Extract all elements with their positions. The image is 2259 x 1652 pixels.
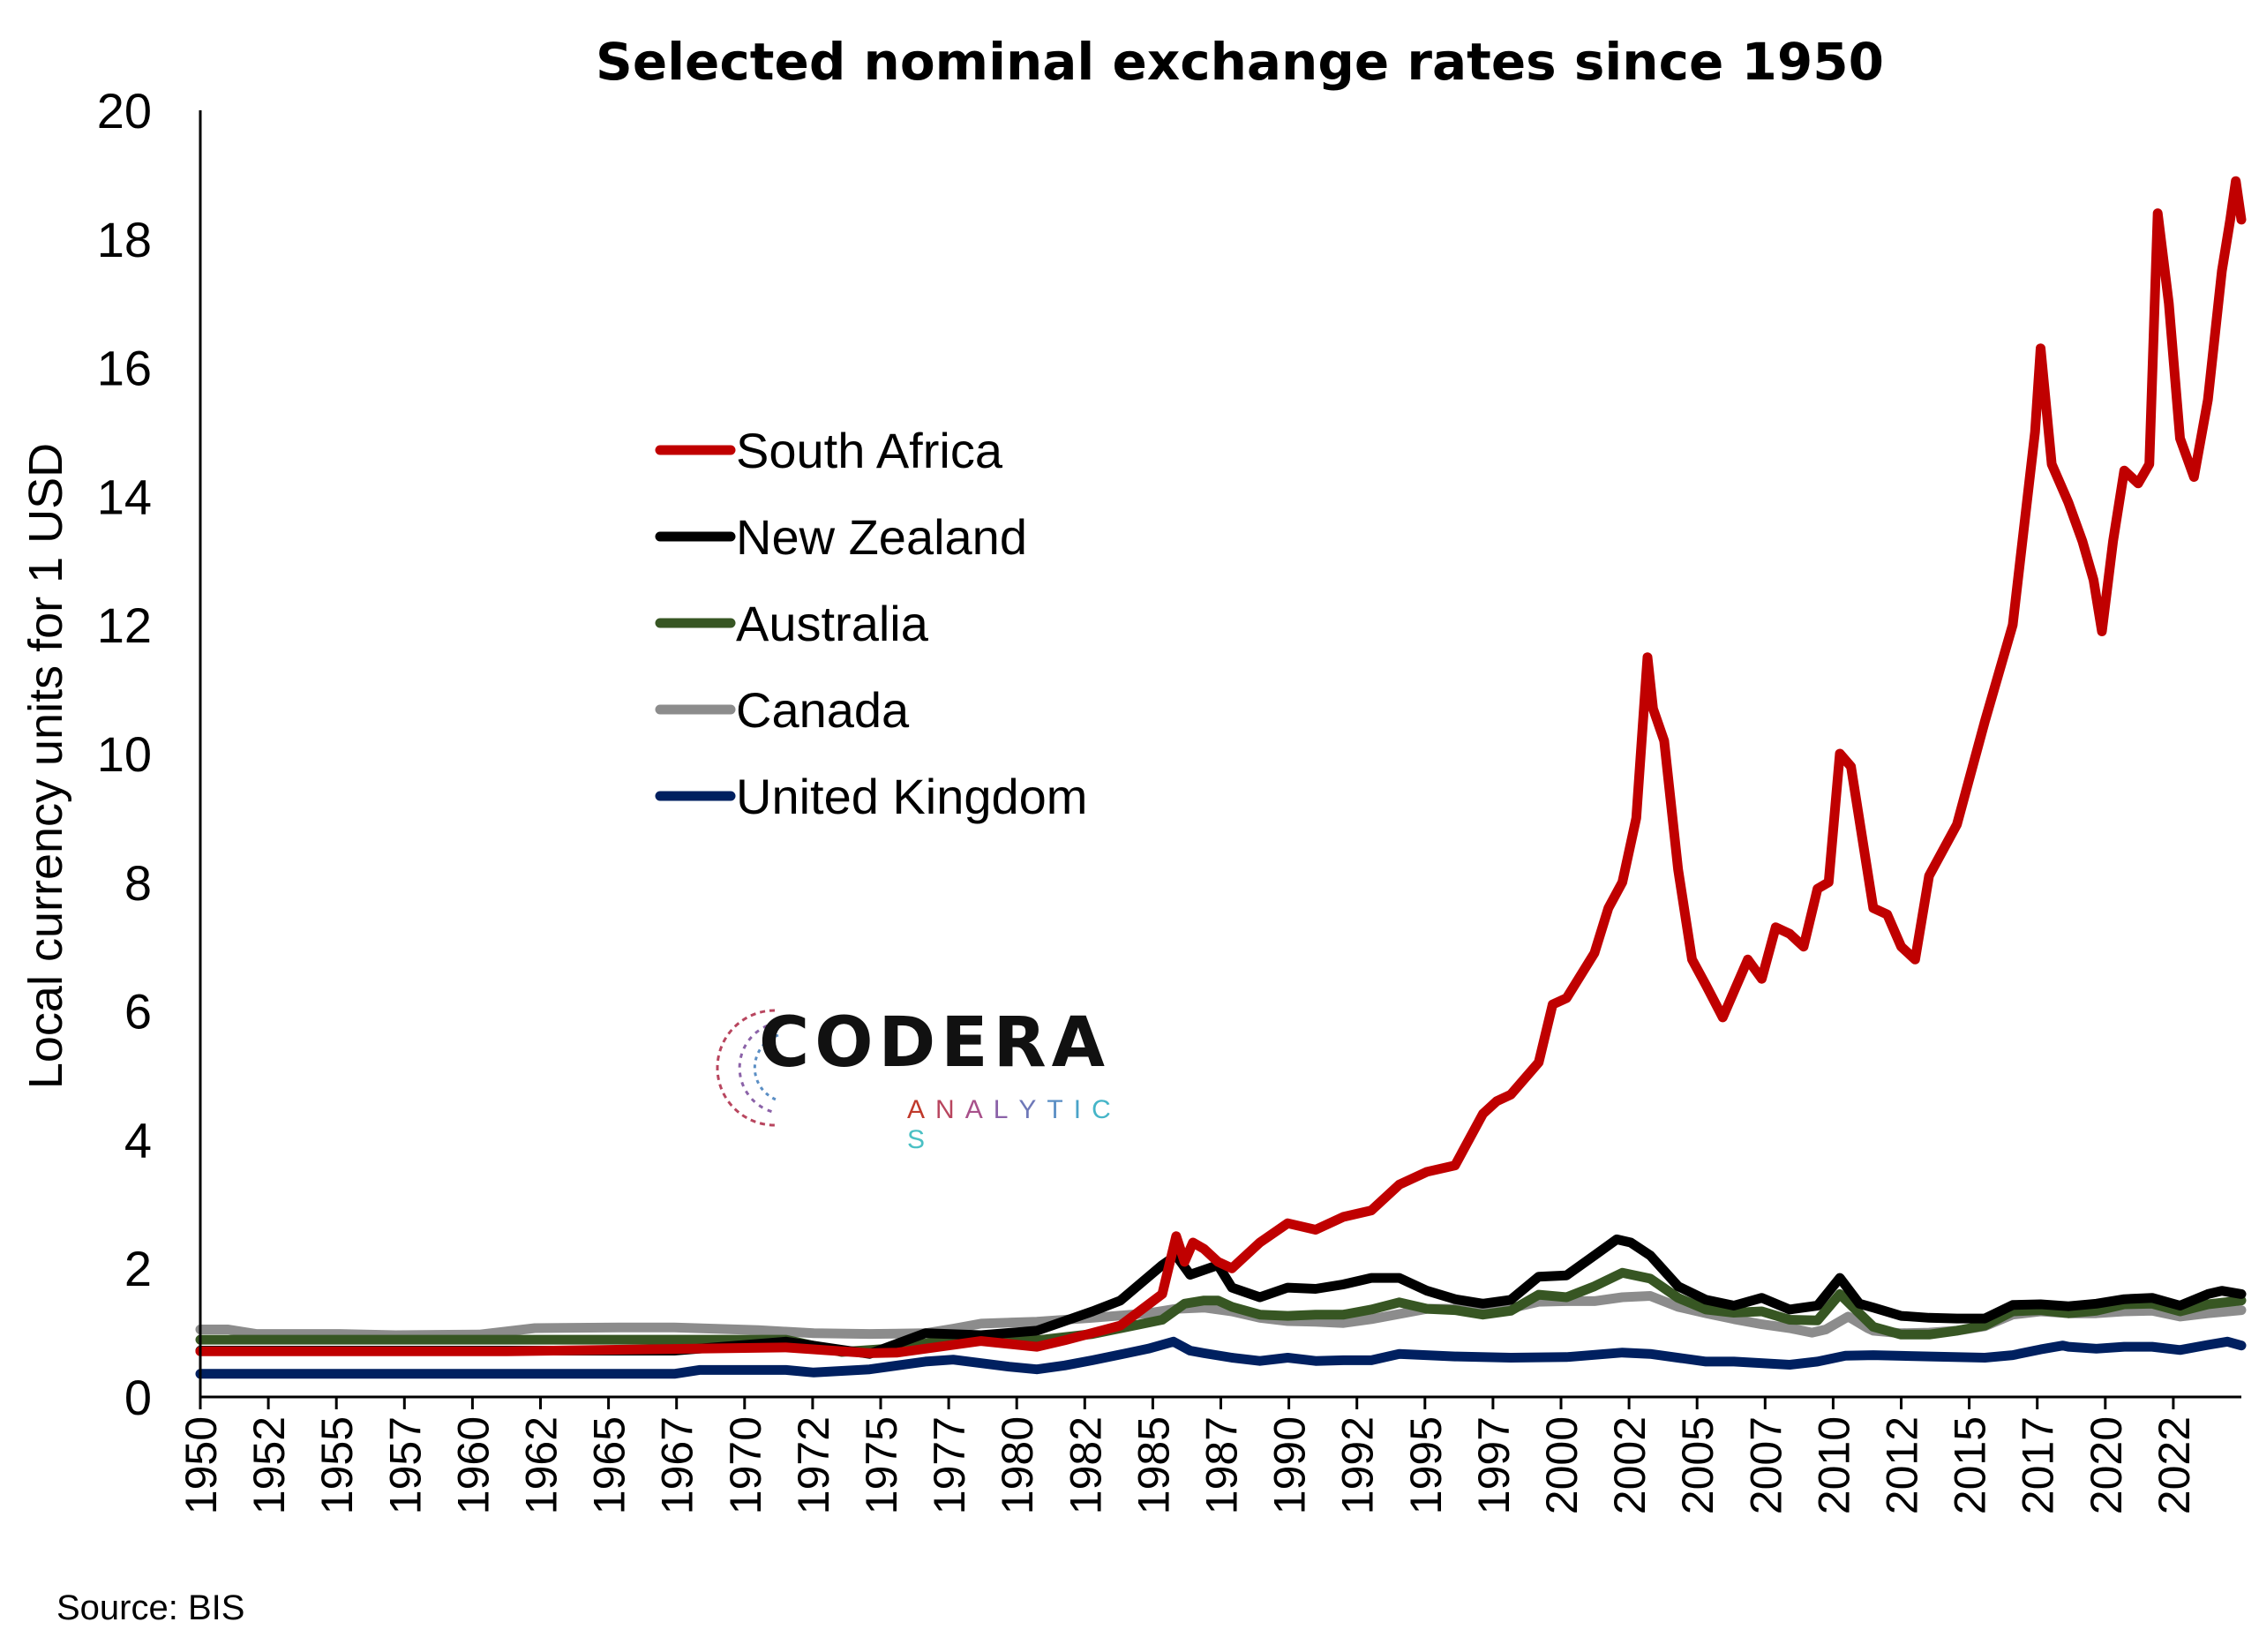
series-line-new-zealand xyxy=(195,1234,2247,1359)
logo-subtitle-letter: S xyxy=(907,1125,936,1154)
series-lines xyxy=(195,176,2247,1379)
x-tick-label: 1967 xyxy=(653,1416,702,1514)
legend-label: New Zealand xyxy=(736,509,1027,565)
y-tick-label: 4 xyxy=(124,1112,152,1168)
y-tick-label: 0 xyxy=(124,1370,152,1425)
x-tick-label: 1975 xyxy=(857,1416,906,1514)
x-tick-label: 2017 xyxy=(2014,1416,2063,1514)
x-tick-label: 1965 xyxy=(585,1416,634,1514)
series-line-australia xyxy=(195,1267,2247,1357)
series-line-united-kingdom xyxy=(195,1336,2247,1379)
logo-subtitle-letter: T xyxy=(1047,1095,1074,1124)
x-tick-label: 1990 xyxy=(1265,1416,1315,1514)
x-tick-label: 1962 xyxy=(517,1416,567,1514)
x-tick-label: 1957 xyxy=(380,1416,430,1514)
x-axis-ticks: 1950 1952 1955 1957 1960 1962 1965 1967 1970 1972… xyxy=(176,1397,2199,1514)
logo-subtitle: ANALYTICS xyxy=(907,1095,1137,1155)
logo-subtitle-letter: A xyxy=(907,1095,936,1124)
x-tick-label: 1997 xyxy=(1469,1416,1519,1514)
x-tick-label: 2010 xyxy=(1809,1416,1858,1514)
logo-subtitle-letter: A xyxy=(964,1095,994,1124)
x-tick-label: 1985 xyxy=(1129,1416,1178,1514)
x-tick-label: 1977 xyxy=(925,1416,974,1514)
legend-label: Canada xyxy=(736,682,910,738)
logo-subtitle-letter: C xyxy=(1092,1095,1122,1124)
legend-label: United Kingdom xyxy=(736,769,1087,824)
y-tick-label: 16 xyxy=(97,341,152,396)
x-tick-label: 2000 xyxy=(1537,1416,1587,1514)
x-tick-label: 1950 xyxy=(176,1416,226,1514)
x-tick-label: 1980 xyxy=(993,1416,1042,1514)
x-tick-label: 2002 xyxy=(1605,1416,1655,1514)
logo-wordmark: CODERA xyxy=(759,1003,1111,1083)
y-tick-label: 6 xyxy=(124,984,152,1040)
y-axis-label: Local currency units for 1 USD xyxy=(19,443,72,1089)
logo-arc-icon xyxy=(716,1009,779,1127)
y-tick-label: 10 xyxy=(97,726,152,782)
x-tick-label: 1970 xyxy=(721,1416,770,1514)
x-tick-label: 1992 xyxy=(1333,1416,1383,1514)
codera-logo: CODERA ANALYTICS xyxy=(713,1002,1137,1154)
x-tick-label: 2007 xyxy=(1741,1416,1790,1514)
x-tick-label: 1995 xyxy=(1401,1416,1451,1514)
x-tick-label: 1952 xyxy=(244,1416,294,1514)
x-tick-label: 1987 xyxy=(1197,1416,1247,1514)
x-tick-label: 1960 xyxy=(448,1416,498,1514)
series-line-south-africa xyxy=(195,176,2247,1358)
x-tick-label: 2005 xyxy=(1673,1416,1722,1514)
x-tick-label: 1982 xyxy=(1061,1416,1110,1514)
x-tick-label: 1955 xyxy=(312,1416,362,1514)
source-note: Source: BIS xyxy=(56,1588,245,1627)
legend-label: South Africa xyxy=(736,423,1003,478)
legend-label: Australia xyxy=(736,596,929,651)
y-tick-label: 18 xyxy=(97,212,152,267)
legend: South Africa New Zealand Australia Canada Un… xyxy=(655,423,1087,824)
x-tick-label: 2022 xyxy=(2150,1416,2199,1514)
x-tick-label: 2015 xyxy=(1946,1416,1995,1514)
y-tick-label: 8 xyxy=(124,855,152,911)
y-tick-label: 12 xyxy=(97,597,152,653)
x-tick-label: 1972 xyxy=(789,1416,838,1514)
logo-subtitle-letter: I xyxy=(1073,1095,1092,1124)
x-tick-label: 2020 xyxy=(2082,1416,2131,1514)
x-tick-label: 2012 xyxy=(1878,1416,1927,1514)
y-tick-label: 20 xyxy=(97,83,152,139)
logo-subtitle-letter: N xyxy=(935,1095,965,1124)
logo-subtitle-letter: L xyxy=(993,1095,1019,1124)
y-tick-label: 2 xyxy=(124,1241,152,1296)
logo-subtitle-letter: Y xyxy=(1018,1095,1047,1124)
y-tick-label: 14 xyxy=(97,469,152,524)
y-axis-ticks: 0 2 4 6 8 10 12 14 16 18 20 xyxy=(97,83,152,1425)
chart-title: Selected nominal exchange rates since 19… xyxy=(596,32,1884,92)
